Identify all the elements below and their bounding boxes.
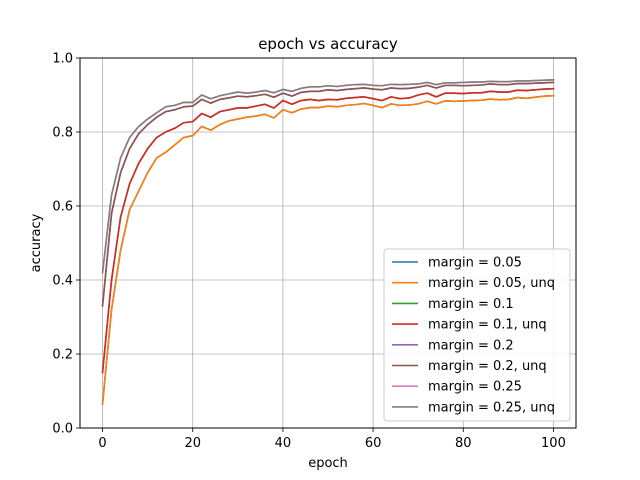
y-tick-label: 0.6 [52,200,73,215]
legend-box [383,248,571,422]
plot-frame [79,57,577,429]
legend-label-7: margin = 0.25, unq [428,400,555,415]
legend-label-0: margin = 0.05 [428,256,522,271]
legend-label-5: margin = 0.2, unq [428,359,547,374]
x-tick-label: 0 [98,436,106,451]
grid-layer [80,57,576,429]
x-tick-label: 80 [455,436,472,451]
legend-label-1: margin = 0.05, unq [428,276,555,291]
legend-entries: margin = 0.05 margin = 0.05, unq margin = … [392,256,555,415]
x-tick-label: 40 [275,436,292,451]
x-tick-label: 60 [365,436,382,451]
y-tick-label: 0.8 [52,126,73,141]
tick-layer: 0 20 40 60 80 100 0.0 0.2 0.4 0.6 0.8 1.0 [52,52,566,452]
series-layer [101,78,555,405]
series-line-7 [101,78,555,274]
legend-label-2: margin = 0.1 [428,297,514,312]
y-tick-label: 1.0 [52,52,73,67]
legend-label-3: margin = 0.1, unq [428,318,547,333]
x-tick-label: 20 [184,436,201,451]
y-tick-label: 0.2 [52,348,73,363]
chart-title: epoch vs accuracy [258,35,398,53]
x-tick-label: 100 [541,436,566,451]
series-line-1 [101,94,555,405]
y-tick-label: 0.0 [52,422,73,437]
legend: margin = 0.05 margin = 0.05, unq margin = … [383,248,571,422]
y-tick-label: 0.4 [52,274,73,289]
x-axis-label: epoch [308,456,348,471]
series-line-3 [101,87,555,374]
y-axis-label: accuracy [29,213,44,272]
legend-label-6: margin = 0.25 [428,380,522,395]
series-line-5 [101,81,555,307]
legend-label-4: margin = 0.2 [428,338,514,353]
